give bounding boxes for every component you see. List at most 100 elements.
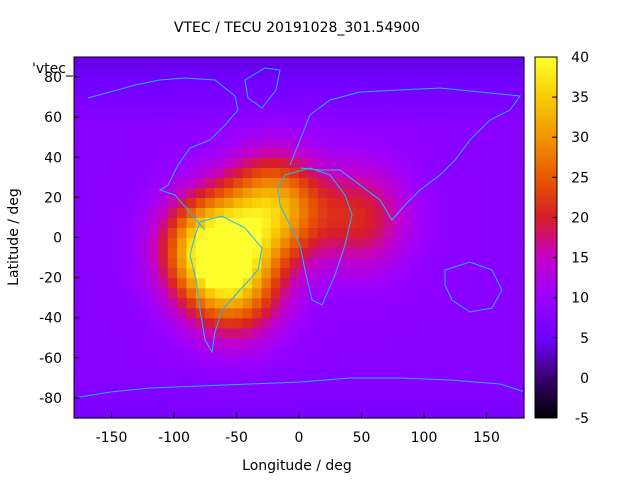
heatmap-cell bbox=[411, 127, 422, 138]
heatmap-cell bbox=[402, 377, 413, 389]
heatmap-cell bbox=[130, 257, 141, 269]
heatmap-cell bbox=[120, 217, 131, 229]
heatmap-cell bbox=[374, 117, 384, 128]
heatmap-cell bbox=[139, 297, 150, 309]
heatmap-cell bbox=[402, 397, 413, 409]
heatmap-cell bbox=[177, 157, 188, 168]
heatmap-cell bbox=[392, 317, 403, 329]
heatmap-cell bbox=[261, 187, 272, 198]
heatmap-cell bbox=[74, 407, 84, 419]
heatmap-cell bbox=[139, 357, 150, 369]
heatmap-cell bbox=[242, 77, 253, 88]
heatmap-cell bbox=[111, 357, 122, 369]
heatmap-cell bbox=[327, 267, 338, 279]
heatmap-cell bbox=[458, 87, 469, 98]
heatmap-cell bbox=[205, 77, 216, 88]
heatmap-cell bbox=[420, 107, 431, 118]
heatmap-cell bbox=[224, 117, 234, 128]
heatmap-cell bbox=[167, 167, 178, 178]
heatmap-cell bbox=[270, 347, 281, 359]
heatmap-cell bbox=[299, 177, 309, 188]
heatmap-cell bbox=[411, 227, 422, 239]
heatmap-cell bbox=[102, 407, 113, 419]
heatmap-cell bbox=[364, 197, 375, 209]
heatmap-cell bbox=[195, 197, 206, 209]
heatmap-cell bbox=[355, 187, 366, 198]
heatmap-cell bbox=[111, 97, 122, 108]
heatmap-cell bbox=[458, 227, 469, 239]
heatmap-cell bbox=[317, 387, 328, 399]
heatmap-cell bbox=[252, 407, 263, 419]
heatmap-cell bbox=[83, 57, 94, 68]
heatmap-cell bbox=[514, 407, 525, 419]
heatmap-cell bbox=[289, 397, 300, 409]
heatmap-cell bbox=[167, 87, 178, 98]
heatmap-cell bbox=[355, 137, 366, 148]
heatmap-cell bbox=[505, 177, 516, 188]
heatmap-cell bbox=[439, 327, 450, 339]
heatmap-cell bbox=[364, 317, 375, 329]
heatmap-cell bbox=[505, 207, 516, 219]
heatmap-cell bbox=[92, 387, 103, 399]
heatmap-cell bbox=[449, 127, 459, 138]
heatmap-cell bbox=[83, 297, 94, 309]
heatmap-cell bbox=[336, 97, 347, 108]
heatmap-cell bbox=[420, 127, 431, 138]
heatmap-cell bbox=[74, 367, 84, 379]
heatmap-cell bbox=[83, 107, 94, 118]
heatmap-cell bbox=[167, 407, 178, 419]
heatmap-cell bbox=[195, 157, 206, 168]
heatmap-cell bbox=[74, 287, 84, 299]
heatmap-cell bbox=[92, 337, 103, 349]
heatmap-cell bbox=[458, 157, 469, 168]
heatmap-cell bbox=[392, 127, 403, 138]
heatmap-cell bbox=[514, 247, 525, 259]
heatmap-cell bbox=[467, 287, 478, 299]
heatmap-cell bbox=[449, 217, 459, 229]
heatmap-cell bbox=[495, 317, 506, 329]
heatmap-cell bbox=[149, 307, 159, 319]
heatmap-cell bbox=[430, 277, 441, 289]
heatmap-cell bbox=[167, 67, 178, 78]
heatmap-cell bbox=[120, 97, 131, 108]
heatmap-cell bbox=[430, 117, 441, 128]
heatmap-cell bbox=[505, 197, 516, 209]
heatmap-cell bbox=[355, 117, 366, 128]
heatmap-cell bbox=[214, 147, 225, 158]
heatmap-cell bbox=[270, 337, 281, 349]
heatmap-cell bbox=[299, 147, 309, 158]
heatmap-cell bbox=[430, 357, 441, 369]
heatmap-cell bbox=[308, 397, 319, 409]
heatmap-cell bbox=[477, 157, 488, 168]
heatmap-cell bbox=[495, 207, 506, 219]
heatmap-cell bbox=[467, 297, 478, 309]
heatmap-cell bbox=[383, 297, 394, 309]
heatmap-cell bbox=[402, 147, 413, 158]
heatmap-cell bbox=[214, 317, 225, 329]
heatmap-cell bbox=[102, 307, 113, 319]
heatmap-cell bbox=[280, 237, 291, 249]
heatmap-cell bbox=[467, 97, 478, 108]
heatmap-cell bbox=[449, 227, 459, 239]
heatmap-cell bbox=[467, 177, 478, 188]
heatmap-cell bbox=[261, 307, 272, 319]
heatmap-cell bbox=[467, 217, 478, 229]
heatmap-cell bbox=[374, 367, 384, 379]
heatmap-cell bbox=[205, 347, 216, 359]
heatmap-cell bbox=[233, 387, 244, 399]
heatmap-cell bbox=[111, 257, 122, 269]
heatmap-cell bbox=[242, 227, 253, 239]
heatmap-cell bbox=[458, 217, 469, 229]
heatmap-cell bbox=[420, 247, 431, 259]
heatmap-cell bbox=[495, 77, 506, 88]
heatmap-cell bbox=[402, 317, 413, 329]
heatmap-cell bbox=[92, 107, 103, 118]
heatmap-cell bbox=[495, 387, 506, 399]
heatmap-cell bbox=[92, 117, 103, 128]
heatmap-cell bbox=[345, 217, 356, 229]
heatmap-cell bbox=[420, 277, 431, 289]
x-tick-label: -150 bbox=[96, 430, 128, 446]
heatmap-cell bbox=[289, 327, 300, 339]
heatmap-cell bbox=[364, 217, 375, 229]
heatmap-cell bbox=[252, 277, 263, 289]
